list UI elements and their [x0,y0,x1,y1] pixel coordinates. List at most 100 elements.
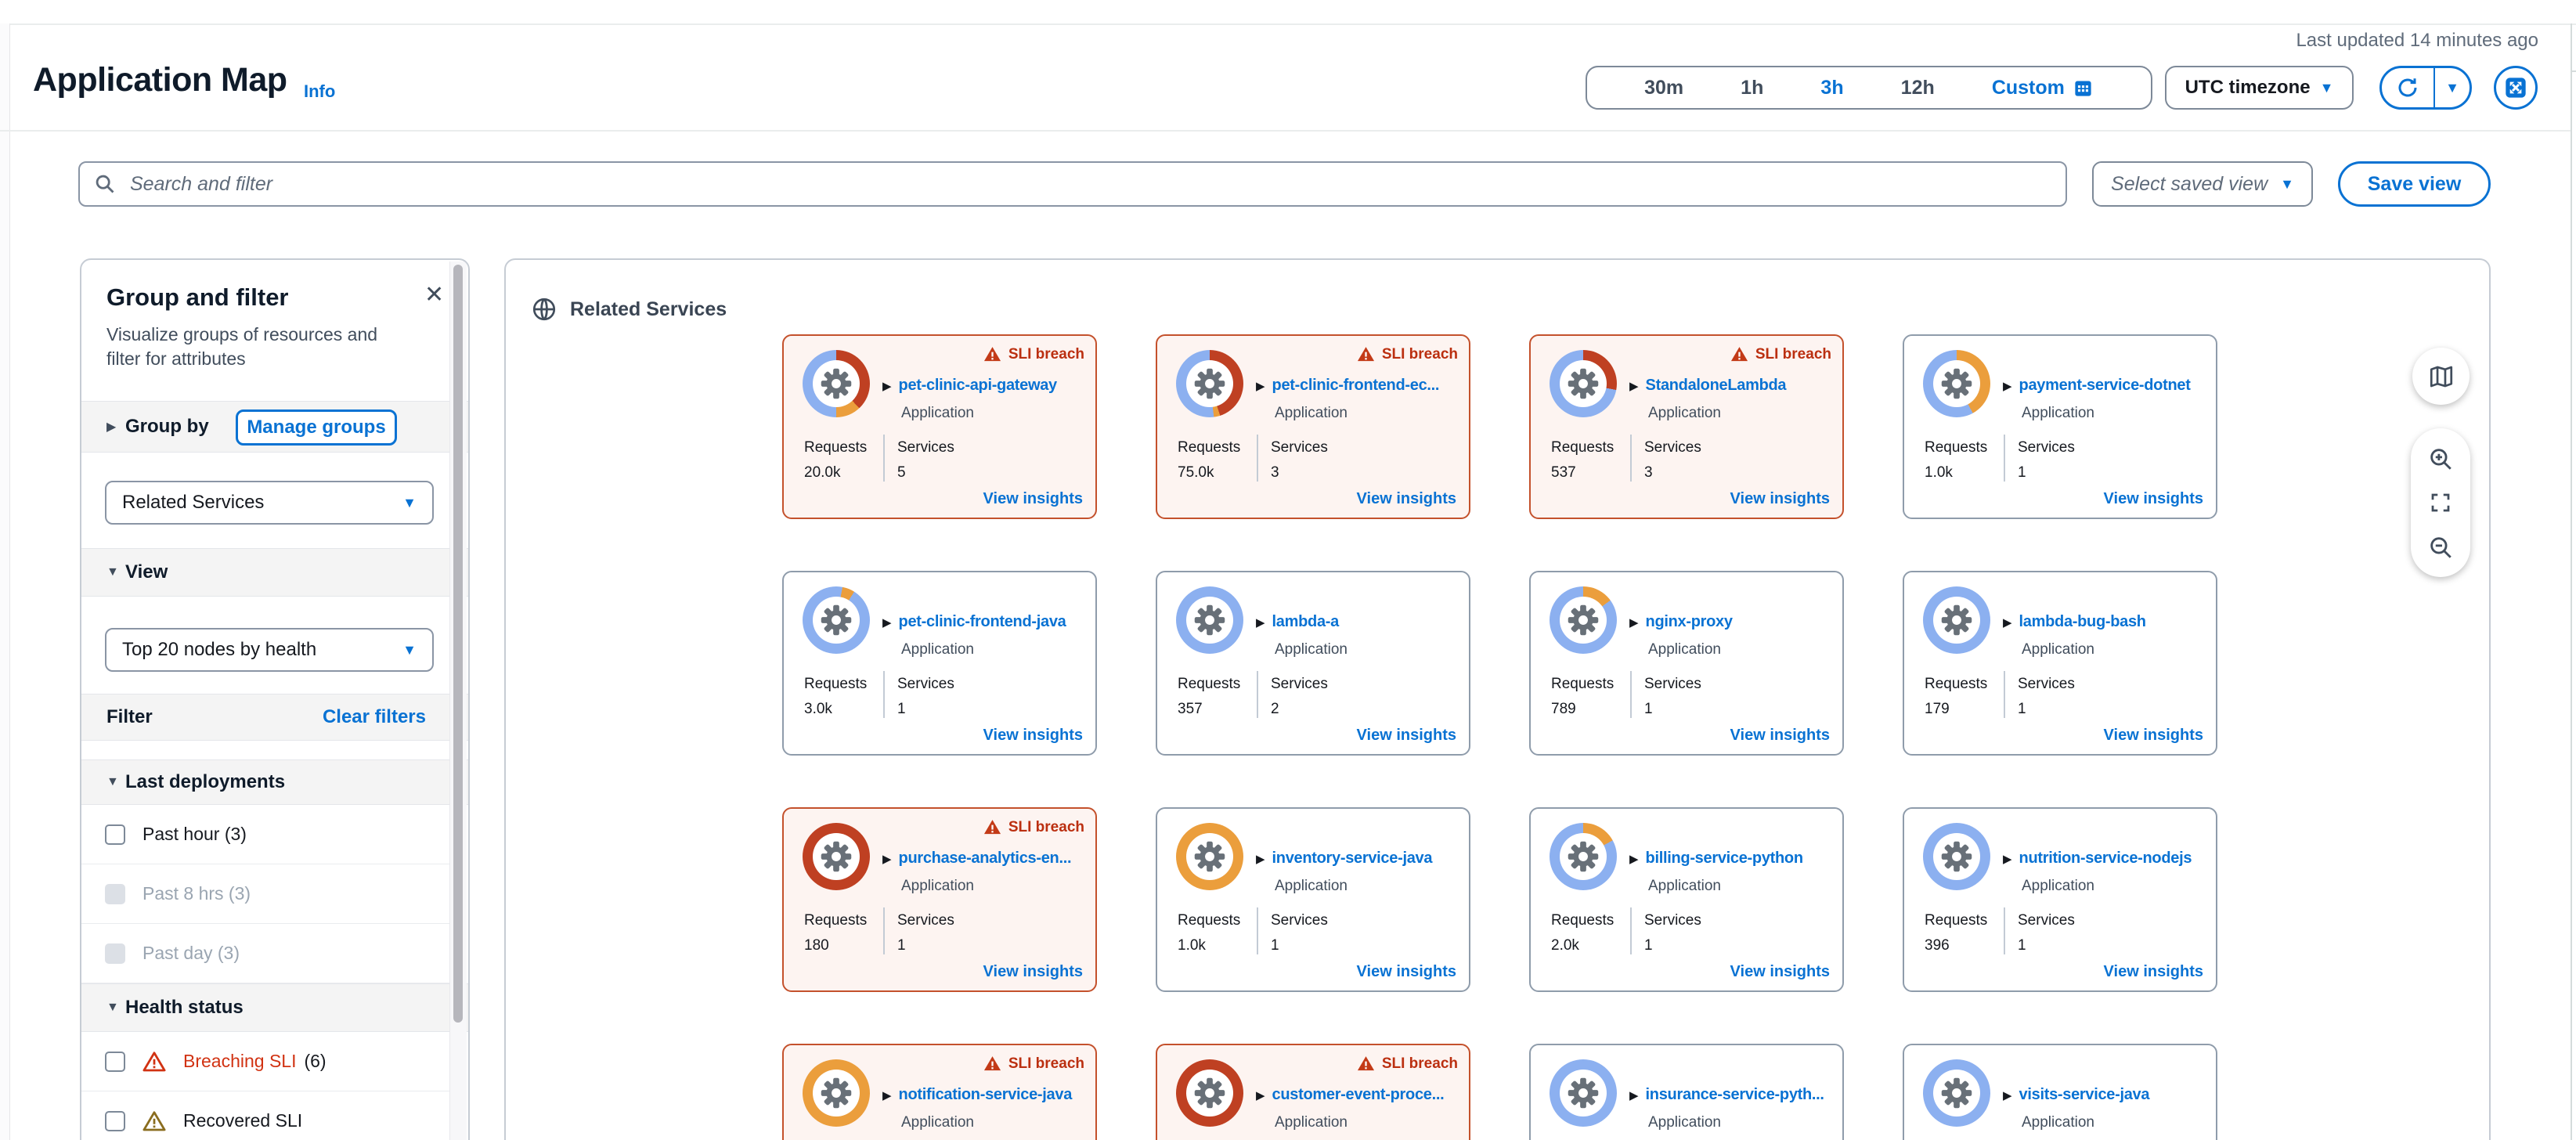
expand-caret-icon[interactable]: ▶ [1256,852,1265,866]
service-card[interactable]: SLI breach ▶ customer-event-proce... App… [1156,1044,1470,1140]
expand-caret-icon[interactable]: ▶ [882,379,892,393]
minimap-toggle-button[interactable] [2412,348,2470,405]
close-icon[interactable]: ✕ [424,282,445,308]
expand-caret-icon[interactable]: ▶ [882,1088,892,1102]
checkbox[interactable] [105,943,125,964]
service-name-link[interactable]: insurance-service-pyth... [1645,1086,1824,1103]
view-insights-link[interactable]: View insights [1356,490,1456,507]
view-insights-link[interactable]: View insights [983,963,1083,980]
expand-caret-icon[interactable]: ▶ [2003,852,2012,866]
service-name-link[interactable]: purchase-analytics-en... [898,850,1072,867]
service-card[interactable]: SLI breach ▶ billing-service-python Appl… [1529,807,1844,992]
view-insights-link[interactable]: View insights [2103,727,2203,744]
checkbox[interactable] [105,824,125,845]
view-insights-link[interactable]: View insights [2103,963,2203,980]
saved-view-select[interactable]: Select saved view ▼ [2092,161,2313,207]
time-range-3h[interactable]: 3h [1820,76,1844,99]
service-name-link[interactable]: notification-service-java [898,1086,1073,1103]
view-select[interactable]: Top 20 nodes by health ▼ [105,628,434,672]
application-type-label: Application [901,1114,974,1131]
expand-caret-icon[interactable]: ▶ [1256,379,1265,393]
expand-caret-icon[interactable]: ▶ [882,852,892,866]
group-by-section-header[interactable]: ▶ Group by Manage groups [81,401,468,453]
last-deployments-section-header[interactable]: ▼ Last deployments [81,759,468,805]
service-name-link[interactable]: lambda-bug-bash [2019,613,2146,630]
view-insights-link[interactable]: View insights [1730,963,1830,980]
service-card[interactable]: SLI breach ▶ payment-service-dotnet Appl… [1903,334,2217,519]
gear-icon [1566,1076,1600,1110]
refresh-button[interactable] [2382,68,2435,107]
expand-caret-icon[interactable]: ▶ [882,615,892,630]
service-card[interactable]: SLI breach ▶ visits-service-java Applica… [1903,1044,2217,1140]
expand-caret-icon[interactable]: ▶ [1629,1088,1639,1102]
save-view-button[interactable]: Save view [2338,161,2491,207]
fit-to-screen-button[interactable] [2426,489,2455,517]
service-name-link[interactable]: pet-clinic-frontend-ec... [1272,377,1440,394]
expand-caret-icon[interactable]: ▶ [2003,615,2012,630]
service-card[interactable]: SLI breach ▶ pet-clinic-frontend-java Ap… [782,571,1097,756]
service-name-link[interactable]: billing-service-python [1645,850,1804,867]
expand-caret-icon[interactable]: ▶ [1256,615,1265,630]
zoom-in-button[interactable] [2426,445,2455,473]
service-name-link[interactable]: pet-clinic-frontend-java [898,613,1066,630]
service-name-link[interactable]: customer-event-proce... [1272,1086,1445,1103]
time-range-30m[interactable]: 30m [1644,76,1684,99]
view-insights-link[interactable]: View insights [1356,727,1456,744]
service-card[interactable]: SLI breach ▶ purchase-analytics-en... Ap… [782,807,1097,992]
service-card[interactable]: SLI breach ▶ insurance-service-pyth... A… [1529,1044,1844,1140]
view-section-header[interactable]: ▼ View [81,548,468,597]
refresh-options-button[interactable]: ▼ [2435,68,2470,107]
info-link[interactable]: Info [304,81,336,101]
service-card[interactable]: SLI breach ▶ lambda-bug-bash Application… [1903,571,2217,756]
view-insights-link[interactable]: View insights [2103,490,2203,507]
time-range-custom[interactable]: Custom [1992,77,2094,99]
manage-groups-button[interactable]: Manage groups [236,409,397,446]
service-name-link[interactable]: nutrition-service-nodejs [2019,850,2192,867]
full-view-button[interactable] [2494,66,2538,110]
expand-caret-icon[interactable]: ▶ [1256,1088,1265,1102]
service-name-link[interactable]: inventory-service-java [1272,850,1433,867]
service-card[interactable]: SLI breach ▶ notification-service-java A… [782,1044,1097,1140]
service-card[interactable]: SLI breach ▶ inventory-service-java Appl… [1156,807,1470,992]
view-insights-link[interactable]: View insights [1730,727,1830,744]
time-range-12h[interactable]: 12h [1900,76,1935,99]
group-by-select[interactable]: Related Services ▼ [105,481,434,525]
expand-caret-icon[interactable]: ▶ [1629,615,1639,630]
view-insights-link[interactable]: View insights [983,490,1083,507]
checkbox[interactable] [105,1110,125,1131]
time-range-1h[interactable]: 1h [1741,76,1764,99]
service-name-link[interactable]: lambda-a [1272,613,1340,630]
service-card[interactable]: SLI breach ▶ lambda-a Application Reques… [1156,571,1470,756]
checkbox[interactable] [105,1051,125,1072]
view-insights-link[interactable]: View insights [983,727,1083,744]
health-donut-icon [1176,823,1243,890]
clear-filters-link[interactable]: Clear filters [322,706,426,727]
requests-label: Requests [804,676,868,692]
service-card[interactable]: SLI breach ▶ nutrition-service-nodejs Ap… [1903,807,2217,992]
search-input[interactable] [128,171,2051,197]
requests-label: Requests [1551,439,1615,456]
expand-caret-icon[interactable]: ▶ [2003,379,2012,393]
services-label: Services [1644,676,1701,692]
health-donut-icon [1923,350,1990,417]
view-insights-link[interactable]: View insights [1730,490,1830,507]
service-card[interactable]: SLI breach ▶ pet-clinic-frontend-ec... A… [1156,334,1470,519]
service-name-link[interactable]: payment-service-dotnet [2019,377,2191,394]
service-card[interactable]: SLI breach ▶ StandaloneLambda Applicatio… [1529,334,1844,519]
zoom-out-button[interactable] [2426,533,2455,561]
view-insights-link[interactable]: View insights [1356,963,1456,980]
expand-caret-icon[interactable]: ▶ [1629,379,1639,393]
service-card[interactable]: SLI breach ▶ pet-clinic-api-gateway Appl… [782,334,1097,519]
service-card[interactable]: SLI breach ▶ nginx-proxy Application Req… [1529,571,1844,756]
timezone-select[interactable]: UTC timezone ▼ [2165,66,2354,110]
service-name-link[interactable]: StandaloneLambda [1645,377,1787,394]
service-name-link[interactable]: pet-clinic-api-gateway [898,377,1058,394]
service-name-link[interactable]: visits-service-java [2019,1086,2150,1103]
service-name-link[interactable]: nginx-proxy [1645,613,1733,630]
sidebar-scrollbar-thumb[interactable] [453,265,463,1023]
health-status-section-header[interactable]: ▼ Health status [81,983,468,1032]
checkbox[interactable] [105,883,125,904]
health-donut-icon [1176,586,1243,654]
expand-caret-icon[interactable]: ▶ [1629,852,1639,866]
expand-caret-icon[interactable]: ▶ [2003,1088,2012,1102]
